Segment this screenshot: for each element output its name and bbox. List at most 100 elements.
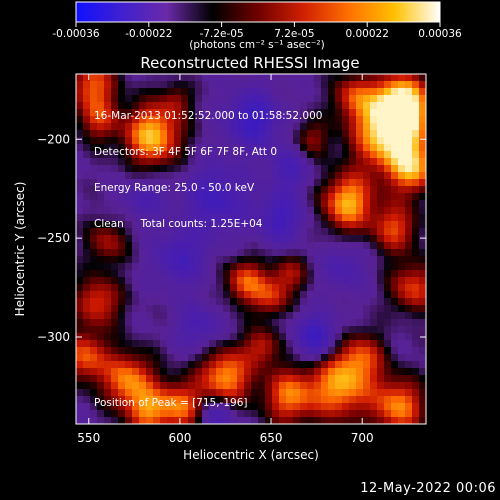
heatmap-cell: [153, 221, 161, 229]
heatmap-cell: [153, 396, 161, 404]
heatmap-cell: [111, 354, 119, 362]
heatmap-cell: [188, 389, 196, 397]
heatmap-cell: [265, 368, 273, 376]
heatmap-cell: [153, 186, 161, 194]
heatmap-cell: [132, 249, 140, 257]
heatmap-cell: [356, 235, 364, 243]
heatmap-cell: [146, 291, 154, 299]
heatmap-cell: [237, 396, 245, 404]
heatmap-cell: [251, 326, 259, 334]
heatmap-cell: [279, 340, 287, 348]
heatmap-cell: [377, 340, 385, 348]
heatmap-cell: [167, 326, 175, 334]
heatmap-cell: [314, 207, 322, 215]
heatmap-cell: [153, 95, 161, 103]
heatmap-cell: [251, 221, 259, 229]
heatmap-cell: [391, 263, 399, 271]
heatmap-cell: [104, 200, 112, 208]
heatmap-cell: [209, 102, 217, 110]
heatmap-cell: [363, 74, 371, 82]
heatmap-cell: [153, 249, 161, 257]
heatmap-cell: [230, 214, 238, 222]
heatmap-cell: [251, 270, 259, 278]
heatmap-cell: [118, 137, 126, 145]
heatmap-cell: [279, 312, 287, 320]
heatmap-cell: [314, 179, 322, 187]
heatmap-cell: [104, 221, 112, 229]
heatmap-cell: [111, 81, 119, 89]
heatmap-cell: [181, 123, 189, 131]
heatmap-cell: [139, 368, 147, 376]
heatmap-cell: [384, 291, 392, 299]
heatmap-cell: [279, 179, 287, 187]
heatmap-cell: [153, 151, 161, 159]
heatmap-cell: [195, 333, 203, 341]
heatmap-cell: [398, 277, 406, 285]
heatmap-cell: [90, 354, 98, 362]
heatmap-cell: [111, 158, 119, 166]
heatmap-cell: [314, 298, 322, 306]
heatmap-cell: [342, 207, 350, 215]
heatmap-cell: [377, 375, 385, 383]
heatmap-cell: [174, 326, 182, 334]
heatmap-cell: [76, 256, 84, 264]
heatmap-cell: [356, 221, 364, 229]
heatmap-cell: [258, 95, 266, 103]
heatmap-cell: [132, 88, 140, 96]
heatmap-cell: [146, 410, 154, 418]
heatmap-cell: [132, 207, 140, 215]
heatmap-cell: [251, 340, 259, 348]
heatmap-cell: [335, 382, 343, 390]
heatmap-cell: [398, 179, 406, 187]
heatmap-cell: [244, 284, 252, 292]
heatmap-cell: [356, 81, 364, 89]
heatmap-cell: [244, 375, 252, 383]
heatmap-cell: [83, 249, 91, 257]
heatmap-cell: [167, 403, 175, 411]
heatmap-cell: [377, 368, 385, 376]
heatmap-cell: [202, 361, 210, 369]
heatmap-cell: [286, 95, 294, 103]
heatmap-cell: [230, 102, 238, 110]
heatmap-cell: [230, 228, 238, 236]
heatmap-cell: [307, 158, 315, 166]
colorbar-tick-label: -0.00022: [125, 28, 172, 40]
heatmap-cell: [349, 130, 357, 138]
heatmap-cell: [419, 270, 427, 278]
heatmap-cell: [83, 179, 91, 187]
heatmap-cell: [370, 312, 378, 320]
heatmap-cell: [244, 270, 252, 278]
heatmap-cell: [377, 130, 385, 138]
heatmap-cell: [216, 396, 224, 404]
heatmap-cell: [307, 151, 315, 159]
heatmap-cell: [405, 151, 413, 159]
heatmap-cell: [181, 340, 189, 348]
heatmap-cell: [398, 221, 406, 229]
heatmap-cell: [160, 88, 168, 96]
heatmap-cell: [244, 291, 252, 299]
heatmap-cell: [342, 340, 350, 348]
heatmap-cell: [293, 130, 301, 138]
heatmap-cell: [314, 270, 322, 278]
heatmap-cell: [125, 214, 133, 222]
heatmap-cell: [279, 375, 287, 383]
heatmap-cell: [230, 74, 238, 82]
heatmap-cell: [195, 81, 203, 89]
heatmap-cell: [160, 256, 168, 264]
heatmap-cell: [118, 333, 126, 341]
heatmap-cell: [412, 109, 420, 117]
heatmap-cell: [167, 116, 175, 124]
heatmap-cell: [370, 291, 378, 299]
heatmap-cell: [314, 291, 322, 299]
heatmap-cell: [272, 242, 280, 250]
heatmap-cell: [265, 235, 273, 243]
heatmap-cell: [286, 410, 294, 418]
heatmap-cell: [202, 137, 210, 145]
heatmap-cell: [391, 347, 399, 355]
heatmap-cell: [398, 256, 406, 264]
heatmap-cell: [97, 312, 105, 320]
heatmap-cell: [181, 403, 189, 411]
heatmap-cell: [90, 298, 98, 306]
heatmap-cell: [132, 410, 140, 418]
heatmap-cell: [349, 242, 357, 250]
